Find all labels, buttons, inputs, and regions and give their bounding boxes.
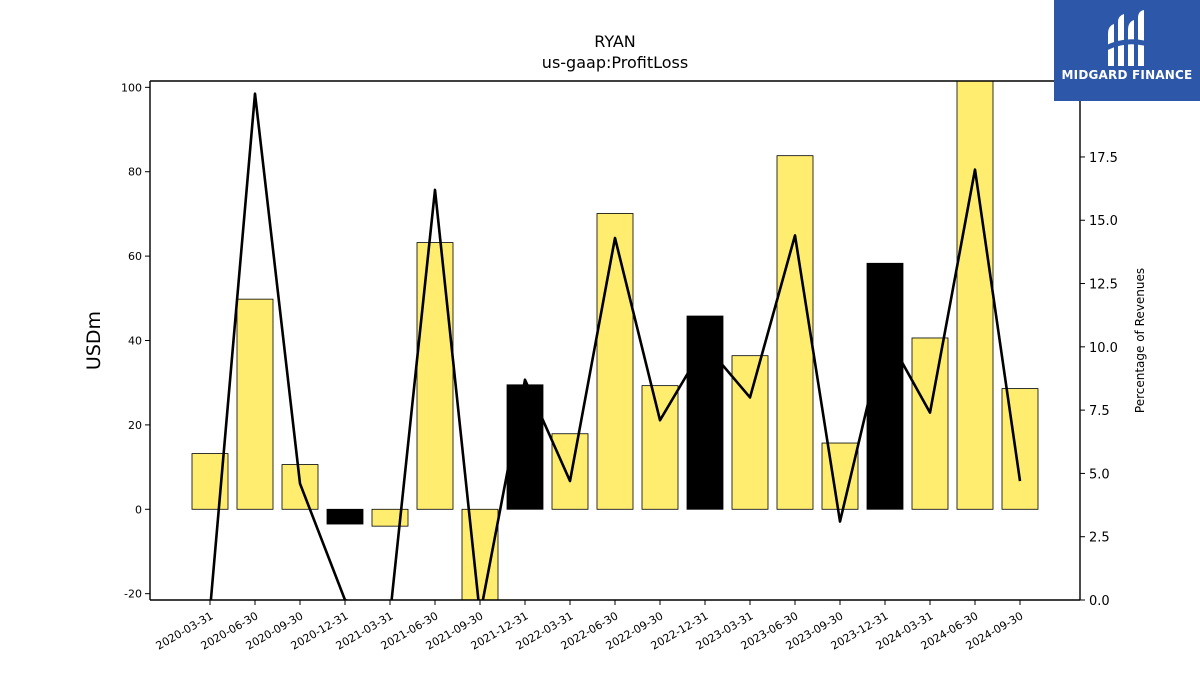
- y-axis-label: USDm: [83, 311, 105, 370]
- chart-subtitle: us-gaap:ProfitLoss: [541, 53, 689, 72]
- bar-2021-06-30: [416, 242, 454, 510]
- y-tick-label: 80: [128, 166, 142, 179]
- logo-mark-icon: [1104, 10, 1149, 66]
- y-tick-label: 60: [128, 250, 142, 263]
- y2-tick-label: 12.5: [1089, 278, 1118, 293]
- y-tick-label: 20: [128, 419, 142, 432]
- y2-tick-label: 5.0: [1089, 467, 1110, 482]
- bar-2022-03-31: [551, 433, 589, 510]
- bar-2020-12-31: [326, 508, 364, 525]
- logo-text: MIDGARD FINANCE: [1061, 68, 1193, 82]
- chart-title: RYAN: [594, 32, 636, 51]
- bar-2020-06-30: [236, 298, 274, 510]
- bar-2021-03-31: [371, 508, 409, 527]
- y-tick-label: -20: [124, 588, 142, 601]
- bar-2023-03-31: [731, 355, 769, 510]
- percentage-line: [209, 92, 1022, 600]
- bar-2024-06-30: [956, 81, 994, 510]
- midgard-finance-logo: MIDGARD FINANCE: [1054, 0, 1200, 101]
- bar-2024-03-31: [911, 337, 949, 510]
- y2-tick-label: 0.0: [1089, 594, 1110, 609]
- bar-2023-06-30: [776, 155, 814, 510]
- y-tick-label: 0: [135, 503, 142, 516]
- y2-tick-label: 10.0: [1089, 341, 1118, 356]
- y-tick-label: 100: [121, 81, 142, 94]
- bar-2022-06-30: [596, 213, 634, 510]
- y2-tick-label: 15.0: [1089, 214, 1118, 229]
- bar-2022-09-30: [641, 385, 679, 510]
- bar-2023-09-30: [821, 442, 859, 510]
- y2-tick-label: 17.5: [1089, 151, 1118, 166]
- y-tick-label: 40: [128, 335, 142, 348]
- y2-tick-label: 2.5: [1089, 531, 1110, 546]
- bar-2022-12-31: [686, 315, 724, 510]
- y2-axis-label: Percentage of Revenues: [1133, 268, 1147, 413]
- y2-tick-label: 7.5: [1089, 404, 1110, 419]
- bar-2024-09-30: [1001, 388, 1039, 510]
